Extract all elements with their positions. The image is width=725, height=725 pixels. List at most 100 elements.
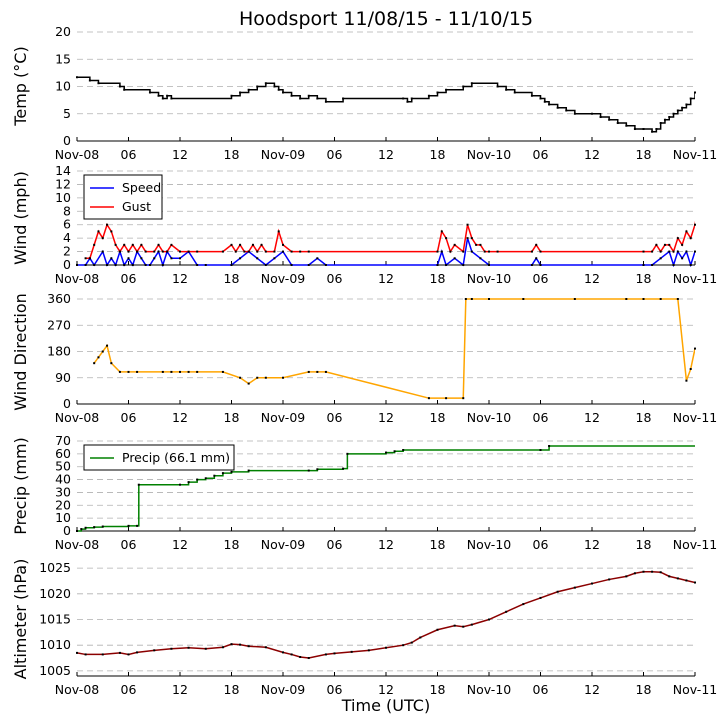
series-point-temp-0-30: [462, 85, 465, 88]
series-point-wind-1-13: [140, 243, 143, 246]
series-point-altimeter-0-31: [488, 618, 490, 621]
series-point-wind-0-10: [127, 257, 130, 260]
ytick-label-precip-4: 40: [55, 472, 71, 487]
series-point-wind-0-16: [153, 257, 156, 260]
panel-temp: 0 5 10 15 20 Nov-08 06 12 18 Nov-09 06 12 18 Nov-10 06…: [11, 24, 717, 162]
xtick-label-winddir-6: 12: [378, 410, 394, 425]
ytick-label-wind-0: 0: [63, 257, 71, 272]
xtick-label-altimeter-4: Nov-09: [261, 682, 306, 697]
panel-altimeter: 1005 1010 1015 1020 1025 Nov-08 06 12 18 Nov-09 06…: [11, 559, 717, 697]
xtick-label-precip-11: 18: [636, 537, 652, 552]
series-point-altimeter-0-6: [153, 649, 156, 652]
series-point-wind-1-45: [466, 223, 469, 226]
series-point-wind-0-45: [530, 264, 533, 266]
series-point-wind-0-20: [170, 257, 173, 260]
ytick-label-altimeter-1: 1010: [39, 637, 71, 652]
series-point-altimeter-0-38: [608, 578, 611, 581]
series-point-altimeter-0-13: [247, 645, 250, 648]
xtick-label-precip-9: 06: [533, 537, 549, 552]
xtick-label-winddir-8: Nov-10: [467, 410, 512, 425]
y-axis-label-temp: Temp (°C): [11, 46, 30, 126]
series-point-altimeter-0-8: [187, 646, 190, 649]
series-point-winddir-0-11: [187, 370, 190, 373]
xtick-label-temp-6: 12: [378, 147, 394, 162]
series-point-wind-0-43: [479, 257, 482, 260]
series-point-wind-0-37: [440, 250, 443, 253]
series-point-precip-0-4: [101, 525, 104, 528]
series-point-temp-0-47: [633, 128, 636, 131]
series-point-wind-0-6: [110, 257, 113, 260]
series-point-wind-1-40: [440, 230, 443, 233]
series-point-wind-0-52: [672, 264, 675, 266]
series-point-wind-1-21: [187, 250, 190, 253]
series-point-wind-1-64: [685, 230, 688, 233]
series-point-wind-0-49: [651, 264, 654, 266]
series-point-altimeter-0-34: [539, 596, 542, 599]
xtick-label-altimeter-7: 18: [430, 682, 446, 697]
series-point-temp-0-12: [247, 88, 250, 91]
series-point-temp-0-27: [427, 94, 430, 97]
series-point-wind-1-31: [260, 243, 263, 246]
ytick-label-wind-6: 12: [55, 176, 71, 191]
series-point-winddir-0-25: [464, 298, 467, 300]
series-point-winddir-0-22: [427, 397, 430, 400]
series-point-altimeter-0-12: [239, 643, 242, 646]
xtick-label-altimeter-9: 06: [533, 682, 549, 697]
ytick-label-precip-6: 60: [55, 446, 71, 461]
series-point-wind-1-8: [118, 250, 121, 253]
ytick-label-precip-3: 30: [55, 484, 71, 499]
series-point-wind-1-53: [535, 243, 538, 246]
series-point-temp-0-43: [599, 116, 602, 119]
series-point-temp-0-28: [436, 91, 439, 94]
legend-label-wind-0: Speed: [122, 180, 161, 195]
ytick-label-wind-5: 10: [55, 190, 71, 205]
series-point-wind-1-47: [475, 243, 478, 246]
series-point-precip-0-15: [247, 469, 250, 472]
series-point-wind-0-26: [239, 257, 242, 260]
series-point-wind-1-25: [234, 250, 237, 253]
xtick-label-wind-8: Nov-10: [467, 271, 512, 286]
x-axis-label: Time (UTC): [341, 696, 430, 715]
series-point-wind-1-17: [161, 250, 164, 253]
xtick-label-temp-2: 12: [172, 147, 188, 162]
series-point-wind-0-53: [676, 250, 679, 253]
ytick-label-temp-0: 0: [63, 133, 71, 148]
series-point-temp-0-17: [282, 91, 284, 94]
series-point-wind-0-42: [470, 250, 473, 253]
series-point-wind-1-61: [672, 250, 675, 253]
xtick-label-altimeter-11: 18: [636, 682, 652, 697]
y-axis-label-precip: Precip (mm): [11, 437, 30, 535]
series-point-temp-0-18: [290, 94, 293, 97]
series-point-temp-0-0: [76, 76, 78, 79]
xtick-label-temp-8: Nov-10: [467, 147, 512, 162]
series-point-wind-1-24: [230, 243, 233, 246]
xtick-label-wind-1: 06: [121, 271, 137, 286]
series-point-temp-0-26: [410, 97, 413, 100]
series-point-wind-0-31: [282, 250, 284, 253]
xtick-label-precip-8: Nov-10: [467, 537, 512, 552]
series-point-temp-0-41: [573, 112, 576, 115]
xtick-label-temp-10: 12: [584, 147, 600, 162]
series-point-wind-1-59: [663, 243, 666, 246]
xtick-label-precip-12: Nov-11: [673, 537, 717, 552]
series-point-wind-1-20: [179, 250, 181, 253]
ytick-label-altimeter-4: 1025: [39, 560, 71, 575]
series-point-wind-1-4: [101, 237, 104, 240]
series-point-winddir-0-10: [179, 370, 181, 373]
xtick-label-temp-11: 18: [636, 147, 652, 162]
series-point-wind-1-32: [264, 250, 267, 253]
ytick-label-winddir-3: 270: [47, 317, 71, 332]
xtick-label-temp-3: 18: [224, 147, 240, 162]
series-point-wind-0-56: [689, 264, 692, 266]
series-point-altimeter-0-14: [264, 646, 267, 649]
series-point-winddir-0-4: [110, 362, 113, 365]
series-point-altimeter-0-37: [591, 582, 593, 585]
series-point-altimeter-0-25: [410, 641, 413, 644]
ytick-label-winddir-4: 360: [47, 291, 71, 306]
series-point-temp-0-22: [324, 100, 327, 103]
series-point-temp-0-52: [663, 118, 666, 121]
series-point-precip-0-10: [196, 478, 199, 481]
panel-winddir: 0 90 180 270 360 Nov-08 06 12 18 Nov-09 06 12 18 Nov-…: [11, 291, 717, 425]
series-line-wind-1: [85, 220, 695, 260]
series-point-wind-1-27: [243, 250, 246, 253]
